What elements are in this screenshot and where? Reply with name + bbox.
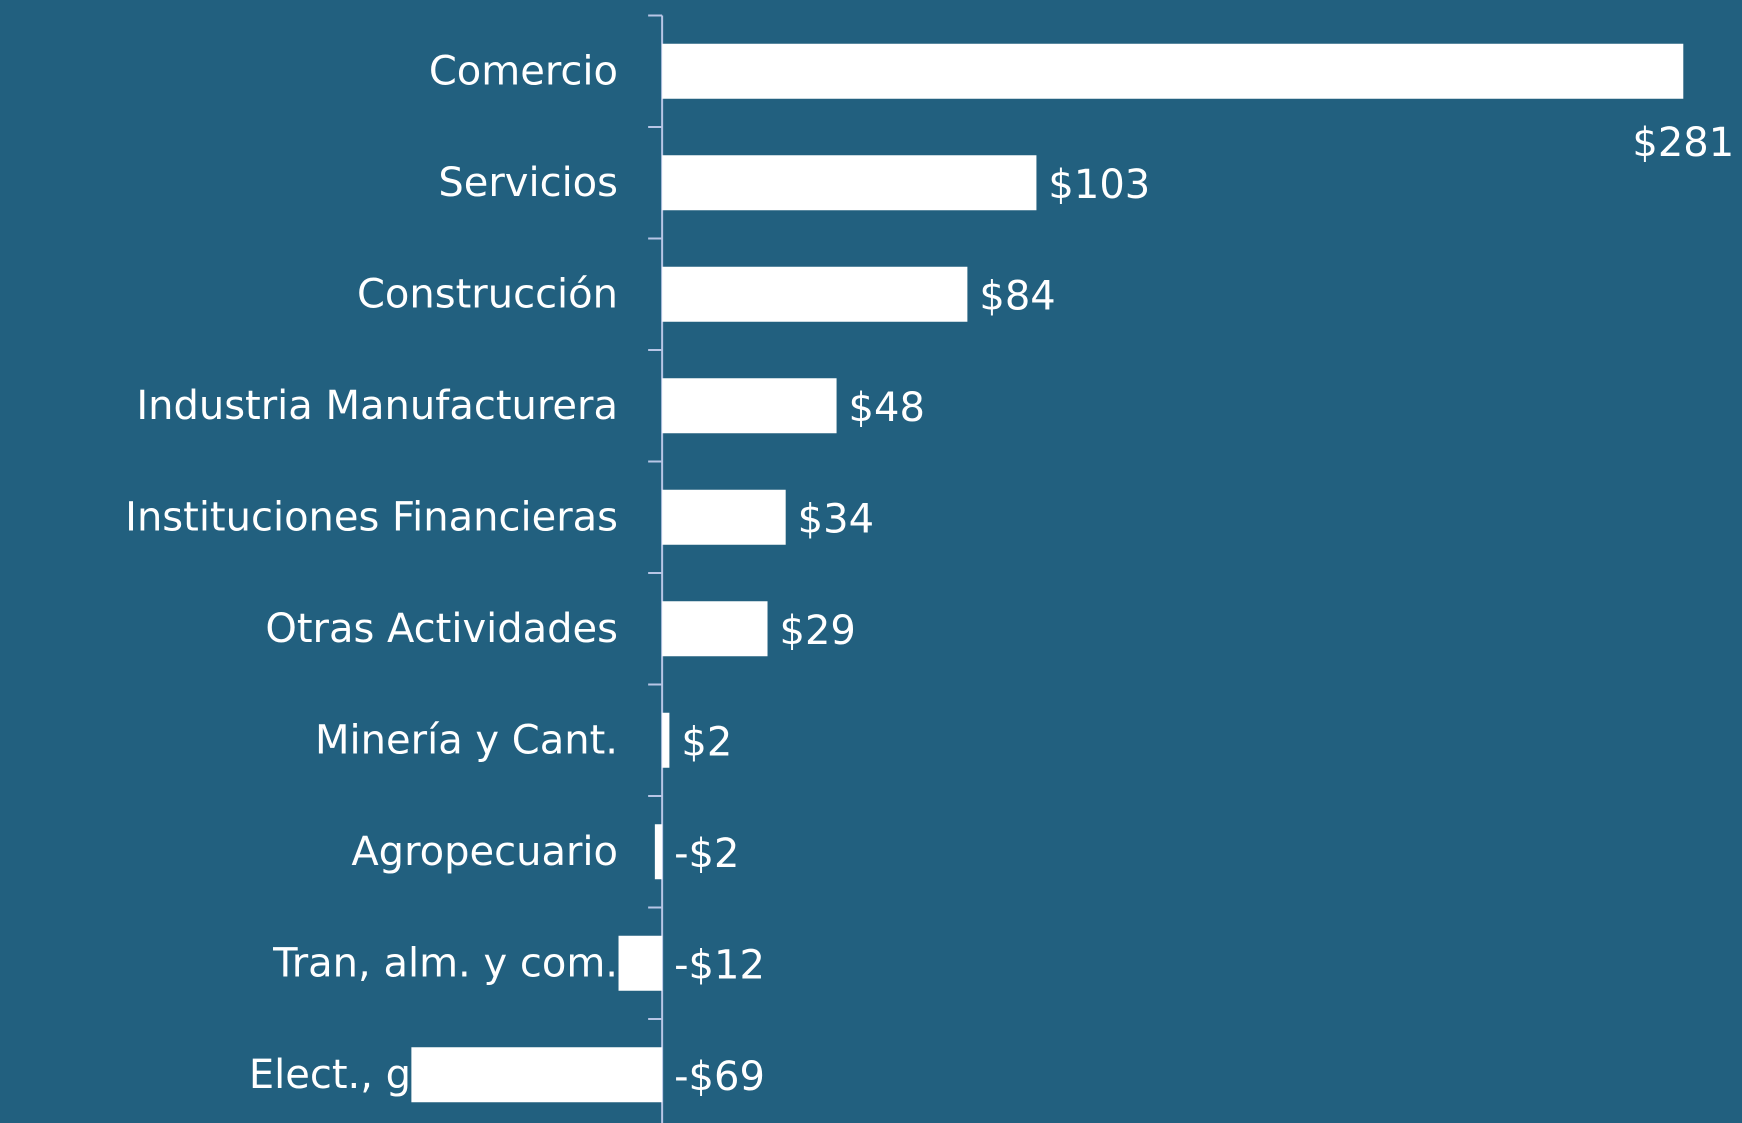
bar xyxy=(662,266,968,322)
data-label: $29 xyxy=(780,608,856,654)
data-label: $84 xyxy=(979,273,1055,319)
data-label: -$2 xyxy=(674,831,739,877)
bar xyxy=(662,155,1037,211)
category-label: Agropecuario xyxy=(351,829,618,875)
category-label: Comercio xyxy=(429,48,618,94)
data-label: $2 xyxy=(681,719,732,765)
category-label: Minería y Cant. xyxy=(315,717,618,763)
category-label: Instituciones Financieras xyxy=(125,494,618,540)
bar xyxy=(662,712,670,768)
category-label: Industria Manufacturera xyxy=(136,383,618,429)
data-label: $103 xyxy=(1048,162,1150,208)
bar xyxy=(618,935,663,991)
bar xyxy=(654,824,663,880)
bar xyxy=(662,601,768,657)
category-label: Otras Actividades xyxy=(265,606,618,652)
data-label: $34 xyxy=(798,496,874,542)
bar xyxy=(662,43,1684,99)
data-label: $48 xyxy=(849,385,925,431)
data-label: -$69 xyxy=(674,1054,765,1100)
bar xyxy=(662,489,786,545)
data-label: -$12 xyxy=(674,942,765,988)
category-label: Servicios xyxy=(438,160,618,206)
bar xyxy=(662,378,837,434)
bar xyxy=(411,1047,663,1103)
data-label: $281 xyxy=(1632,120,1734,166)
category-label: Construcción xyxy=(357,271,618,317)
category-label: Tran, alm. y com. xyxy=(272,940,618,986)
